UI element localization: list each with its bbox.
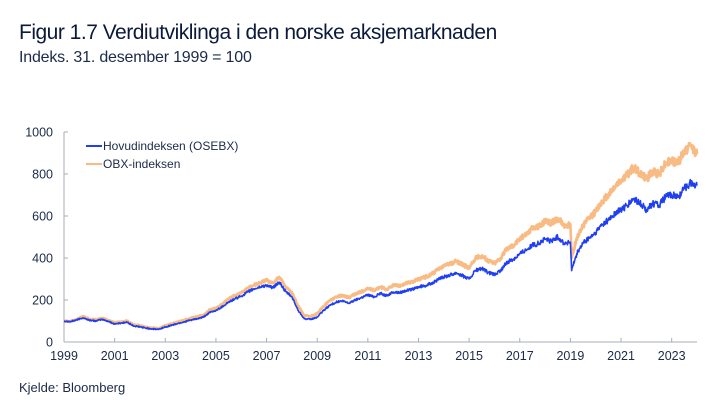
- legend-label-osebx: Hovudindeksen (OSEBX): [103, 139, 238, 153]
- x-tick-label: 2003: [151, 349, 179, 363]
- y-tick-label: 400: [32, 252, 53, 266]
- y-tick-label: 600: [32, 210, 53, 224]
- legend: Hovudindeksen (OSEBX) OBX-indeksen: [86, 139, 238, 171]
- x-tick-label: 2023: [658, 349, 686, 363]
- x-tick-label: 2001: [101, 349, 129, 363]
- legend-label-obx: OBX-indeksen: [103, 157, 180, 171]
- y-tick-label: 0: [46, 336, 53, 350]
- y-tick-label: 200: [32, 294, 53, 308]
- series-line-obx: [62, 141, 699, 331]
- x-tick-label: 2011: [354, 349, 381, 363]
- x-tick-label: 2013: [405, 349, 433, 363]
- x-tick-label: 2005: [202, 349, 230, 363]
- y-tick-label: 1000: [25, 126, 53, 140]
- x-axis-ticks: 1999 2001 2003 2005 2007 2009 2011 2013 2015 2017…: [50, 338, 686, 363]
- series-line-osebx: [63, 178, 698, 331]
- series-group: [62, 141, 699, 331]
- x-tick-label: 2007: [253, 349, 281, 363]
- y-axis-ticks: 0 200 400 600 800 1000: [25, 126, 68, 350]
- x-tick-label: 2009: [303, 349, 331, 363]
- x-tick-label: 2015: [455, 349, 483, 363]
- chart-subtitle: Indeks. 31. desember 1999 = 100: [19, 49, 252, 66]
- x-tick-label: 2021: [607, 349, 635, 363]
- y-tick-label: 800: [32, 168, 53, 182]
- x-tick-label: 2019: [556, 349, 584, 363]
- x-tick-label: 1999: [50, 349, 78, 363]
- chart-title: Figur 1.7 Verdiutviklinga i den norske a…: [19, 21, 497, 44]
- source-note: Kjelde: Bloomberg: [19, 380, 126, 395]
- x-tick-label: 2017: [506, 349, 534, 363]
